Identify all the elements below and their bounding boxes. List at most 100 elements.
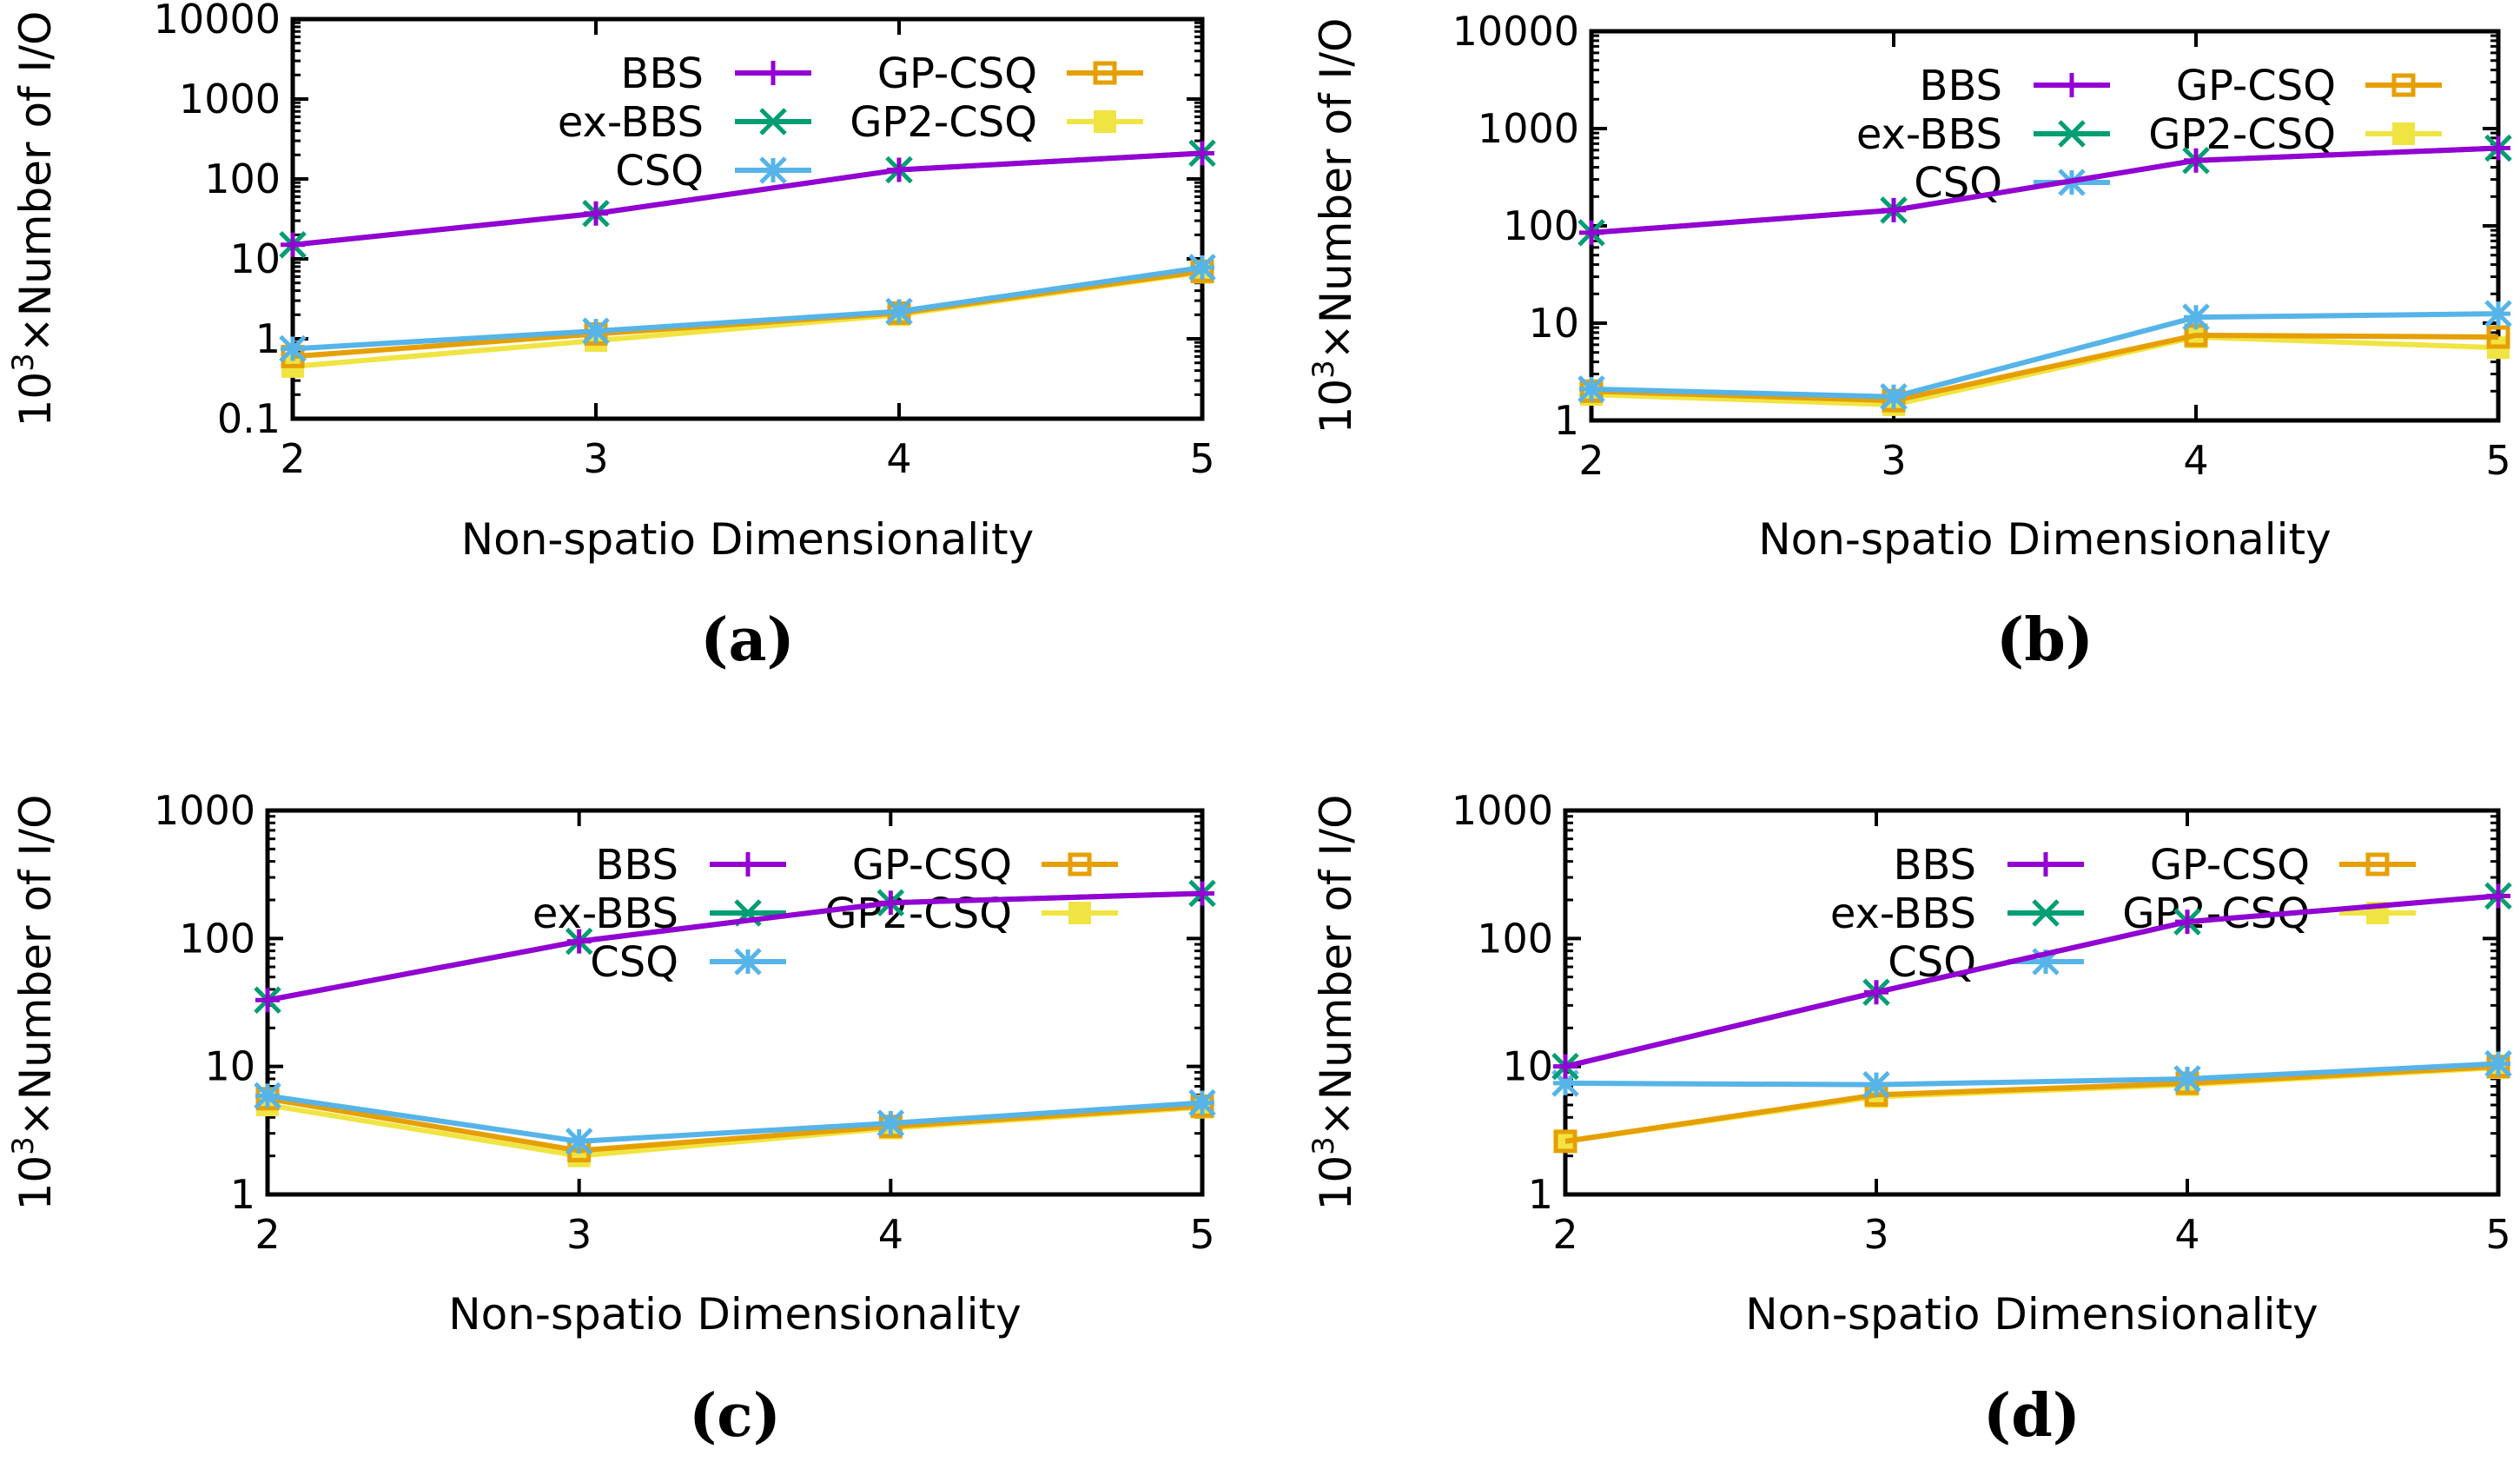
legend-marker-bbs: [761, 61, 785, 85]
x-tick-label: 4: [2174, 1211, 2199, 1258]
series-line-gp-csq: [1564, 1063, 2499, 1144]
x-tick-label: 3: [1881, 437, 1906, 484]
y-tick-label: 10: [1528, 300, 1579, 347]
y-tick-label: 10: [204, 1043, 255, 1090]
legend-marker-gp2-csq: [1094, 110, 1116, 133]
data-point-bbs: [1190, 881, 1214, 906]
data-point-bbs: [887, 157, 911, 182]
x-axis-title: Non-spatio Dimensionality: [1758, 514, 2331, 565]
y-axis-title-base: 10: [1311, 379, 1361, 434]
y-axis-title: 103×Number of I/O: [6, 11, 61, 427]
y-axis-title-base: 10: [1311, 1155, 1361, 1211]
y-tick-label: 100: [1503, 202, 1579, 249]
data-point-csq: [2182, 303, 2210, 331]
data-point-csq: [885, 297, 913, 326]
y-tick-label: 1: [1554, 397, 1579, 444]
data-point-csq: [1551, 1069, 1579, 1097]
y-tick-label: 1000: [1452, 787, 1553, 834]
y-axis-title-base: 10: [10, 372, 61, 427]
data-point-csq: [254, 1082, 281, 1110]
data-point-csq: [2173, 1065, 2201, 1093]
chart-panel-a: 0.1 1 10 100 1000 10000 2 3 4 5 Non-spatio Dimensi…: [6, 0, 1216, 675]
legend-marker-ex-bbs: [2032, 899, 2060, 927]
legend-marker-csq: [759, 156, 787, 184]
data-point-bbs: [2184, 148, 2208, 173]
x-axis-title: Non-spatio Dimensionality: [448, 1289, 1022, 1340]
series-line-bbs: [1591, 145, 2499, 235]
x-tick-label: 5: [2485, 1211, 2510, 1258]
legend-label-gp-csq: GP-CSQ: [877, 50, 1037, 98]
y-axis-title-rest: ×Number of I/O: [1311, 795, 1361, 1137]
data-point-bbs: [281, 232, 305, 257]
legend-label-bbs: BBS: [1894, 841, 1976, 890]
series-line-csq: [267, 1093, 1203, 1144]
x-tick-label: 3: [1863, 1211, 1888, 1258]
data-point-csq: [565, 1128, 593, 1155]
data-point-bbs: [1579, 220, 1604, 245]
legend-label-gp2-csq: GP2-CSQ: [824, 890, 1012, 938]
legend-label-gp2-csq: GP2-CSQ: [850, 98, 1037, 147]
legend-label-gp-csq: GP-CSQ: [852, 841, 1012, 890]
y-axis-title-exponent: 3: [1306, 360, 1341, 379]
series-line-csq: [1564, 1061, 2499, 1088]
x-tick-label: 3: [566, 1211, 592, 1258]
plot-frame: [1589, 29, 2501, 423]
data-point-gp-csq: [2486, 325, 2510, 349]
legend-marker-ex-bbs: [2058, 120, 2086, 148]
legend-marker-gp-csq: [2365, 852, 2390, 877]
x-tick-label: 4: [2183, 437, 2208, 484]
y-tick-label: 100: [204, 155, 281, 202]
data-point-bbs: [1882, 197, 1906, 222]
x-tick-label: 2: [1578, 437, 1604, 484]
y-axis-title: 103×Number of I/O: [6, 795, 61, 1211]
legend-marker-gp-csq: [1068, 852, 1092, 877]
data-point-csq: [1188, 1088, 1216, 1117]
series-line-bbs: [267, 890, 1203, 1003]
series-line-gp2-csq: [1591, 334, 2499, 407]
x-tick-label: 5: [1189, 435, 1214, 482]
legend-label-ex-bbs: ex-BBS: [1856, 110, 2002, 159]
y-tick-label: 1: [255, 315, 281, 362]
x-tick-label: 2: [280, 435, 305, 482]
y-tick-label: 1: [1528, 1171, 1553, 1218]
data-point-bbs: [1190, 141, 1214, 166]
series-line-gp-csq: [1591, 332, 2499, 404]
data-point-bbs: [566, 929, 592, 954]
y-tick-label: 0.1: [217, 395, 281, 442]
x-axis-title: Non-spatio Dimensionality: [1745, 1289, 2318, 1340]
x-tick-label: 2: [1552, 1211, 1577, 1258]
legend-marker-bbs: [2034, 852, 2058, 877]
series-line-ex-bbs: [267, 890, 1203, 1003]
legend-label-bbs: BBS: [596, 841, 678, 890]
y-tick-label: 1000: [179, 76, 281, 122]
legend-marker-bbs: [2060, 73, 2084, 97]
panel-caption: (b): [1996, 605, 2093, 675]
data-point-bbs: [584, 201, 608, 226]
legend-marker-csq: [2032, 948, 2060, 976]
data-point-csq: [2484, 1049, 2512, 1078]
y-tick-label: 1: [230, 1171, 255, 1218]
series-line-gp-csq: [292, 268, 1203, 360]
x-tick-label: 5: [2485, 437, 2510, 484]
y-tick-label: 10: [229, 235, 281, 282]
y-tick-label: 100: [179, 915, 255, 962]
legend-label-gp-csq: GP-CSQ: [2150, 841, 2310, 890]
y-tick-label: 1000: [1478, 105, 1579, 152]
x-tick-label: 4: [886, 435, 911, 482]
chart-panel-d: 1 10 100 1000 2 3 4 5 Non-spatio Dimensionality 1…: [1306, 787, 2512, 1451]
data-point-csq: [1862, 1070, 1890, 1099]
data-point-csq: [582, 317, 610, 345]
series-line-bbs: [292, 150, 1203, 248]
legend-marker-gp-csq: [2391, 73, 2416, 97]
data-point-bbs: [255, 988, 280, 1013]
data-point-csq: [1577, 375, 1605, 403]
panel-caption: (a): [700, 605, 794, 675]
series-line-gp-csq: [267, 1095, 1203, 1154]
data-point-bbs: [2486, 883, 2510, 909]
legend-marker-gp2-csq: [2392, 122, 2415, 145]
data-point-csq: [1880, 383, 1908, 411]
plot-frame: [290, 17, 1205, 421]
series-line-ex-bbs: [1564, 893, 2499, 1069]
data-point-csq: [2484, 300, 2512, 327]
